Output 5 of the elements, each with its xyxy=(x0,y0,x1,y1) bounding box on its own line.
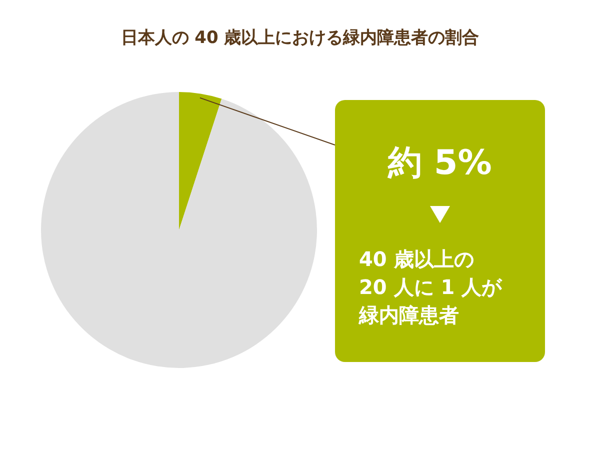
text: 緑内障患者 xyxy=(359,302,460,329)
text: 約 5% xyxy=(386,142,493,185)
text: 20 人に 1 人が xyxy=(359,274,504,301)
chart-title: 日本人の 40 歳以上における緑内障患者の割合 xyxy=(120,27,480,49)
text: 40 歳以上の xyxy=(359,246,475,273)
